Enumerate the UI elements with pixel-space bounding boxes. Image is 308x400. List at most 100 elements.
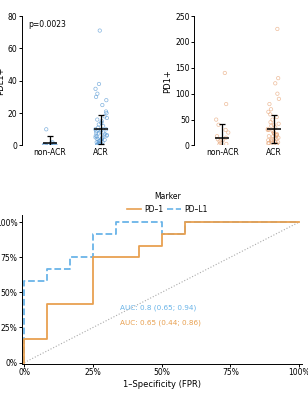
Point bbox=[276, 139, 281, 146]
Point bbox=[266, 127, 271, 133]
Point bbox=[273, 124, 278, 130]
Point bbox=[43, 142, 48, 148]
Point bbox=[267, 101, 272, 107]
Point bbox=[275, 26, 280, 32]
Point bbox=[99, 136, 104, 142]
Point bbox=[269, 138, 274, 144]
Point bbox=[274, 141, 279, 147]
Point bbox=[268, 119, 273, 125]
Point bbox=[102, 113, 107, 120]
Point bbox=[217, 138, 222, 144]
Point bbox=[222, 70, 227, 76]
Point bbox=[50, 142, 55, 149]
Point bbox=[276, 134, 281, 141]
Point bbox=[104, 132, 109, 138]
Point bbox=[95, 133, 99, 140]
Point bbox=[271, 129, 276, 136]
Point bbox=[95, 90, 100, 97]
Point bbox=[96, 81, 101, 87]
Point bbox=[104, 126, 109, 132]
Point bbox=[42, 142, 47, 148]
Point bbox=[100, 102, 105, 108]
Point bbox=[95, 142, 100, 149]
Point bbox=[104, 132, 109, 139]
Point bbox=[94, 139, 99, 146]
Point bbox=[265, 126, 270, 132]
Point bbox=[269, 106, 274, 112]
Point bbox=[95, 142, 100, 148]
Point bbox=[224, 141, 229, 147]
Point bbox=[100, 134, 105, 140]
Point bbox=[216, 122, 221, 128]
Point bbox=[274, 131, 279, 137]
Point bbox=[226, 129, 231, 136]
Point bbox=[98, 128, 103, 135]
Point bbox=[94, 128, 99, 134]
Point bbox=[98, 138, 103, 144]
Point bbox=[93, 134, 98, 140]
Point bbox=[103, 108, 108, 115]
Point bbox=[100, 135, 105, 142]
Point bbox=[276, 120, 281, 127]
Point bbox=[101, 129, 106, 136]
Point bbox=[94, 94, 99, 100]
Point bbox=[101, 123, 106, 129]
Point bbox=[273, 139, 278, 145]
Point bbox=[96, 124, 101, 131]
Point bbox=[96, 141, 101, 147]
Point bbox=[53, 142, 58, 149]
Point bbox=[223, 127, 228, 133]
Point bbox=[266, 140, 271, 147]
Text: AUC: 0.8 (0.65; 0.94): AUC: 0.8 (0.65; 0.94) bbox=[120, 304, 196, 311]
Point bbox=[46, 142, 51, 149]
Point bbox=[96, 121, 101, 128]
Text: p=0.0023: p=0.0023 bbox=[28, 20, 66, 29]
Point bbox=[271, 129, 276, 136]
Point bbox=[224, 134, 229, 141]
Point bbox=[270, 140, 274, 146]
Point bbox=[104, 115, 109, 121]
Point bbox=[220, 137, 225, 144]
Point bbox=[49, 142, 54, 149]
Point bbox=[104, 110, 109, 116]
Point bbox=[274, 141, 279, 148]
Point bbox=[269, 137, 274, 144]
Point bbox=[268, 111, 273, 118]
Point bbox=[41, 142, 46, 148]
Point bbox=[270, 116, 275, 123]
Point bbox=[218, 140, 223, 146]
Point bbox=[217, 141, 222, 148]
Point bbox=[215, 133, 220, 139]
Point bbox=[98, 141, 103, 147]
Point bbox=[53, 142, 58, 148]
X-axis label: 1–Specificity (FPR): 1–Specificity (FPR) bbox=[123, 380, 201, 389]
Point bbox=[274, 132, 279, 138]
Point bbox=[274, 136, 279, 142]
Point bbox=[96, 130, 101, 136]
Point bbox=[44, 126, 49, 132]
Point bbox=[96, 138, 101, 145]
Point bbox=[51, 141, 56, 147]
Point bbox=[95, 116, 100, 123]
Point bbox=[102, 137, 107, 143]
Point bbox=[97, 138, 102, 144]
Point bbox=[266, 137, 271, 144]
Point bbox=[99, 141, 104, 147]
Point bbox=[269, 136, 274, 142]
Point bbox=[275, 90, 280, 97]
Point bbox=[43, 142, 48, 148]
Point bbox=[93, 132, 98, 139]
Point bbox=[273, 80, 278, 86]
Point bbox=[269, 123, 274, 129]
Legend: PD–1, PD–L1: PD–1, PD–L1 bbox=[124, 189, 211, 217]
Point bbox=[99, 120, 104, 126]
Point bbox=[274, 114, 279, 120]
Point bbox=[52, 141, 57, 147]
Point bbox=[99, 127, 103, 133]
Point bbox=[95, 136, 100, 142]
Point bbox=[265, 127, 270, 133]
Y-axis label: PDL1+: PDL1+ bbox=[0, 66, 5, 95]
Point bbox=[104, 97, 109, 103]
Point bbox=[103, 131, 107, 137]
Point bbox=[99, 118, 104, 124]
